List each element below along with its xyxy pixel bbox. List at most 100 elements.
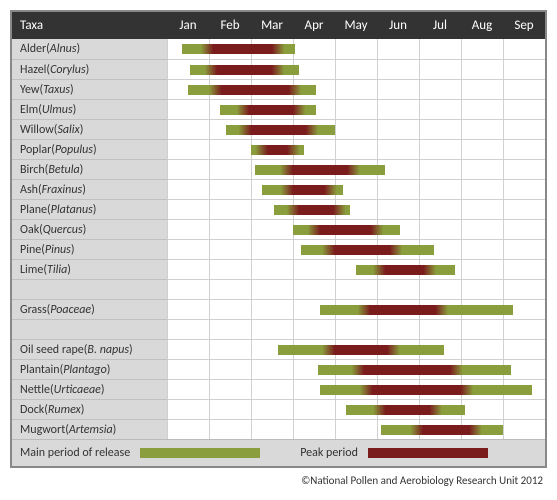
pollen-calendar-chart: Taxa JanFebMarAprMayJunJulAugSep Alder (…: [10, 10, 547, 468]
month-track: [167, 359, 545, 379]
taxa-row: Dock (Rumex): [12, 399, 545, 419]
taxa-common-name: Oil seed rape: [20, 343, 84, 357]
month-track: [167, 319, 545, 339]
taxa-row: Oak (Quercus): [12, 219, 545, 239]
taxa-label: Pine (Pinus): [12, 239, 167, 259]
taxa-row: Mugwort (Artemsia): [12, 419, 545, 439]
taxa-common-name: Willow: [20, 123, 54, 137]
month-track: [167, 79, 545, 99]
pollen-bar: [182, 44, 295, 54]
header-month: Mar: [251, 12, 293, 39]
taxa-row: Grass (Poaceae): [12, 299, 545, 319]
taxa-latin-name: Populus: [55, 143, 93, 157]
header-month: May: [335, 12, 377, 39]
month-track: [167, 239, 545, 259]
taxa-row: Alder (Alnus): [12, 39, 545, 59]
legend-main-swatch: [140, 448, 260, 458]
taxa-common-name: Yew: [20, 83, 39, 97]
taxa-label: Willow (Salix): [12, 119, 167, 139]
month-track: [167, 99, 545, 119]
pollen-bar: [251, 145, 304, 155]
taxa-label: Elm (Ulmus): [12, 99, 167, 119]
taxa-label: [12, 319, 167, 339]
taxa-label: Ash (Fraxinus): [12, 179, 167, 199]
pollen-bar: [356, 265, 455, 275]
header-month: Apr: [293, 12, 335, 39]
taxa-label: Alder (Alnus): [12, 39, 167, 59]
taxa-latin-name: Betula: [48, 163, 79, 177]
month-track: [167, 119, 545, 139]
taxa-latin-name: Artemsia: [69, 423, 113, 437]
taxa-label: Oil seed rape (B. napus): [12, 339, 167, 359]
taxa-label: Nettle (Urticaeae): [12, 379, 167, 399]
taxa-latin-name: Alnus: [50, 42, 77, 56]
taxa-row: Nettle (Urticaeae): [12, 379, 545, 399]
month-track: [167, 339, 545, 359]
header-month: Feb: [209, 12, 251, 39]
taxa-label: Plantain (Plantago): [12, 359, 167, 379]
pollen-bar: [381, 425, 503, 435]
taxa-label: Mugwort (Artemsia): [12, 419, 167, 439]
taxa-row: Lime (Tilia): [12, 259, 545, 279]
month-track: [167, 379, 545, 399]
taxa-label: Poplar (Populus): [12, 139, 167, 159]
month-track: [167, 59, 545, 79]
taxa-label: Yew (Taxus): [12, 79, 167, 99]
header-taxa-label: Taxa: [12, 12, 167, 39]
month-track: [167, 159, 545, 179]
pollen-bar: [226, 125, 335, 135]
header-month: Sep: [503, 12, 545, 39]
taxa-row: Birch (Betula): [12, 159, 545, 179]
month-track: [167, 139, 545, 159]
taxa-latin-name: Salix: [57, 123, 79, 137]
taxa-label: Birch (Betula): [12, 159, 167, 179]
taxa-common-name: Alder: [20, 42, 46, 56]
pollen-bar: [220, 105, 317, 115]
taxa-latin-name: Urticaeae: [54, 383, 101, 397]
taxa-latin-name: Rumex: [48, 403, 81, 417]
taxa-common-name: Nettle: [20, 383, 50, 397]
pollen-bar: [318, 365, 511, 375]
taxa-row: Oil seed rape (B. napus): [12, 339, 545, 359]
taxa-label: Oak (Quercus): [12, 219, 167, 239]
month-track: [167, 279, 545, 299]
month-track: [167, 179, 545, 199]
taxa-row: Plane (Platanus): [12, 199, 545, 219]
header-row: Taxa JanFebMarAprMayJunJulAugSep: [12, 12, 545, 39]
month-track: [167, 219, 545, 239]
taxa-common-name: Elm: [20, 103, 38, 117]
taxa-row: Pine (Pinus): [12, 239, 545, 259]
taxa-latin-name: Pinus: [45, 243, 71, 257]
taxa-common-name: Lime: [20, 263, 43, 277]
pollen-bar: [190, 65, 299, 75]
taxa-latin-name: Quercus: [43, 223, 83, 237]
taxa-latin-name: Poaceae: [50, 303, 91, 317]
taxa-latin-name: Ulmus: [42, 103, 73, 117]
taxa-label: Lime (Tilia): [12, 259, 167, 279]
header-month: Jul: [419, 12, 461, 39]
taxa-row: Elm (Ulmus): [12, 99, 545, 119]
credit-text: ©National Pollen and Aerobiology Researc…: [10, 468, 547, 487]
taxa-common-name: Grass: [20, 303, 47, 317]
chart-body: Alder (Alnus)Hazel (Corylus)Yew (Taxus)E…: [12, 39, 545, 439]
pollen-bar: [278, 345, 444, 355]
taxa-common-name: Poplar: [20, 143, 51, 157]
taxa-common-name: Dock: [20, 403, 44, 417]
header-month: Jun: [377, 12, 419, 39]
header-month: Aug: [461, 12, 503, 39]
taxa-label: [12, 279, 167, 299]
taxa-latin-name: Platanus: [51, 203, 93, 217]
month-track: [167, 199, 545, 219]
taxa-latin-name: Taxus: [43, 83, 70, 97]
pollen-bar: [262, 185, 344, 195]
taxa-common-name: Pine: [20, 243, 41, 257]
month-track: [167, 399, 545, 419]
spacer-row: [12, 319, 545, 339]
pollen-bar: [293, 225, 400, 235]
taxa-latin-name: Plantago: [63, 363, 107, 377]
taxa-common-name: Mugwort: [20, 423, 65, 437]
taxa-common-name: Oak: [20, 223, 39, 237]
taxa-row: Hazel (Corylus): [12, 59, 545, 79]
month-track: [167, 39, 545, 59]
pollen-bar: [274, 205, 350, 215]
